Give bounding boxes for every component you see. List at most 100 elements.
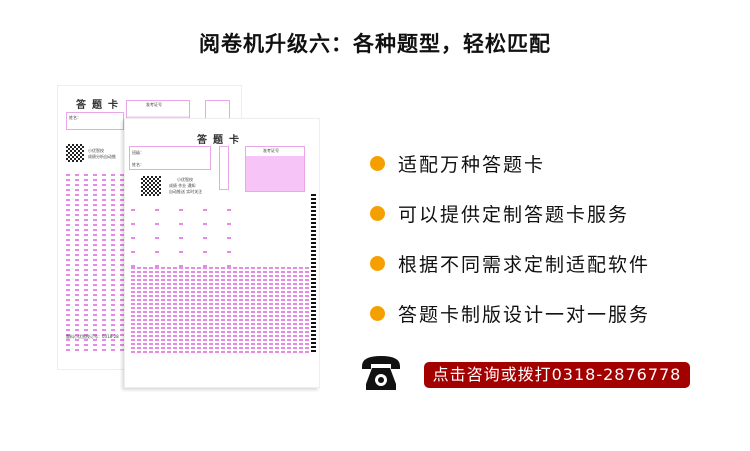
bubble	[191, 271, 195, 273]
bubble	[227, 339, 231, 341]
bubble	[131, 295, 135, 297]
bubble	[281, 311, 285, 313]
bubble	[155, 323, 159, 325]
bubble	[120, 194, 124, 196]
bubble	[75, 274, 79, 276]
bubble	[75, 279, 79, 281]
bubble	[185, 279, 189, 281]
bubble	[221, 319, 225, 321]
bubble	[203, 303, 207, 305]
bubble	[131, 347, 135, 349]
bubble	[239, 287, 243, 289]
bullet-icon	[370, 256, 385, 271]
bubble	[102, 264, 106, 266]
bubble	[84, 314, 88, 316]
bubble	[111, 264, 115, 266]
bubble	[287, 319, 291, 321]
bubble	[93, 244, 97, 246]
bubble	[120, 239, 124, 241]
bubble	[227, 223, 231, 225]
bubble	[191, 287, 195, 289]
bubble	[203, 271, 207, 273]
bubble	[197, 339, 201, 341]
bubble	[275, 299, 279, 301]
bubble	[299, 279, 303, 281]
bubble	[149, 351, 153, 353]
bubble	[131, 303, 135, 305]
bubble	[221, 307, 225, 309]
bubble	[102, 209, 106, 211]
bubble	[111, 294, 115, 296]
bubble	[102, 349, 106, 351]
bubble	[120, 269, 124, 271]
bubble	[221, 283, 225, 285]
bubble	[185, 299, 189, 301]
bubble	[179, 311, 183, 313]
bubble	[263, 335, 267, 337]
bubble	[275, 323, 279, 325]
bubble	[93, 334, 97, 336]
bubble	[239, 319, 243, 321]
bubble	[215, 331, 219, 333]
bubble	[102, 234, 106, 236]
timing-mark	[311, 330, 316, 332]
bubble	[287, 275, 291, 277]
timing-mark	[311, 270, 316, 272]
bubble	[167, 307, 171, 309]
bubble	[155, 291, 159, 293]
bubble	[191, 323, 195, 325]
bubble	[263, 315, 267, 317]
bubble	[149, 347, 153, 349]
bubble	[203, 295, 207, 297]
bubble	[221, 315, 225, 317]
bubble	[84, 204, 88, 206]
contact-button[interactable]: 点击咨询或拨打0318-2876778	[424, 362, 690, 388]
bubble	[233, 315, 237, 317]
bubble	[111, 189, 115, 191]
bubble	[197, 347, 201, 349]
bubble	[137, 287, 141, 289]
bubble	[167, 311, 171, 313]
bubble	[75, 239, 79, 241]
bubble	[209, 275, 213, 277]
bubble	[269, 291, 273, 293]
bubble	[215, 339, 219, 341]
bubble	[66, 179, 70, 181]
bubble	[161, 287, 165, 289]
bubble	[93, 279, 97, 281]
bubble	[239, 291, 243, 293]
timing-mark	[311, 202, 316, 204]
bubble	[281, 303, 285, 305]
bubble	[203, 209, 207, 211]
bubble	[185, 283, 189, 285]
bubble	[269, 351, 273, 353]
bubble	[102, 204, 106, 206]
bubble	[120, 324, 124, 326]
bubble	[209, 279, 213, 281]
bubble	[66, 309, 70, 311]
bubble	[197, 295, 201, 297]
bullet-icon	[370, 306, 385, 321]
bubble	[257, 339, 261, 341]
bubble	[305, 267, 309, 269]
bubble	[299, 283, 303, 285]
bubble	[75, 284, 79, 286]
bubble	[287, 299, 291, 301]
bubble	[75, 234, 79, 236]
bubble	[75, 324, 79, 326]
bubble	[287, 339, 291, 341]
bubble	[167, 323, 171, 325]
bubble	[215, 327, 219, 329]
bubble	[137, 303, 141, 305]
bubble	[93, 234, 97, 236]
bubble	[191, 299, 195, 301]
bubble	[203, 323, 207, 325]
bubble	[167, 343, 171, 345]
bubble	[66, 339, 70, 341]
bubble	[75, 294, 79, 296]
bubble	[275, 339, 279, 341]
timing-mark	[311, 206, 316, 208]
bubble	[269, 299, 273, 301]
bubble	[281, 299, 285, 301]
bubble	[75, 269, 79, 271]
